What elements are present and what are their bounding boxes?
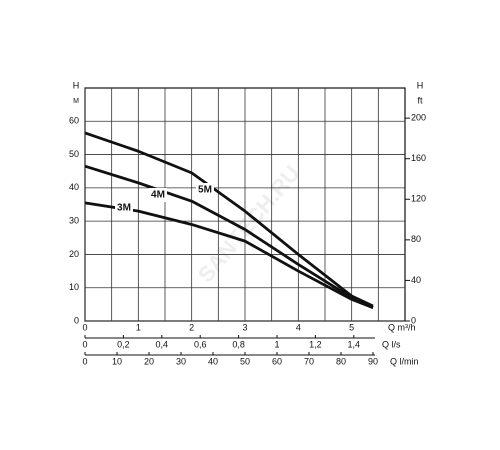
x3-tick-label: 30	[176, 356, 186, 366]
y-tick-label: 40	[69, 182, 79, 192]
curve-label: 5M	[198, 185, 212, 196]
x2-axis-label: Q l/s	[382, 339, 401, 349]
x3-tick-label: 90	[368, 356, 378, 366]
x2-tick-label: 0,8	[232, 339, 245, 349]
y-tick-label: 0	[74, 315, 79, 325]
x2-tick-label: 0,2	[117, 339, 130, 349]
curve-label-bg	[115, 201, 133, 215]
curve-label: 3M	[117, 203, 131, 214]
x2-tick-label: 0	[82, 339, 87, 349]
x3-tick-label: 0	[82, 356, 87, 366]
y2-tick-label: 0	[411, 315, 416, 325]
x-tick-label: 0	[82, 322, 87, 332]
x-tick-label: 2	[189, 322, 194, 332]
x3-tick-label: 40	[208, 356, 218, 366]
y2-axis-symbol: H	[417, 80, 424, 90]
y-tick-label: 10	[69, 282, 79, 292]
y2-tick-label: 40	[411, 275, 421, 285]
x3-tick-label: 60	[272, 356, 282, 366]
y-tick-label: 50	[69, 149, 79, 159]
y2-tick-label: 120	[411, 194, 426, 204]
x-tick-label: 5	[349, 322, 354, 332]
y-tick-label: 60	[69, 116, 79, 126]
x2-tick-label: 0,4	[156, 339, 169, 349]
x3-tick-label: 50	[240, 356, 250, 366]
x2-tick-label: 1,4	[348, 339, 361, 349]
curve-label-bg	[196, 183, 214, 197]
watermark: SANTECH.RU	[193, 161, 305, 288]
curve-label: 4M	[151, 190, 165, 201]
x2-tick-label: 1	[274, 339, 279, 349]
x2-tick-label: 0,6	[194, 339, 207, 349]
curve	[84, 201, 374, 309]
x2-tick-label: 1,2	[309, 339, 322, 349]
x-tick-label: 3	[242, 322, 247, 332]
y2-tick-label: 160	[411, 153, 426, 163]
x-tick-label: 4	[296, 322, 301, 332]
x3-tick-label: 10	[112, 356, 122, 366]
y-axis-symbol: H	[73, 80, 80, 90]
x-axis-label: Q m³/h	[388, 322, 416, 332]
x3-tick-label: 70	[304, 356, 314, 366]
y2-tick-label: 200	[411, 113, 426, 123]
x3-axis-label: Q l/min	[390, 356, 419, 366]
y-tick-label: 20	[69, 249, 79, 259]
y-tick-label: 30	[69, 216, 79, 226]
y2-tick-label: 80	[411, 234, 421, 244]
x3-tick-label: 20	[144, 356, 154, 366]
y2-axis-unit: ft	[417, 95, 423, 105]
curve	[84, 164, 374, 309]
y-axis-unit: M	[73, 98, 79, 105]
x3-tick-label: 80	[336, 356, 346, 366]
x-tick-label: 1	[136, 322, 141, 332]
curve	[84, 131, 374, 308]
curve-label-bg	[149, 188, 167, 202]
